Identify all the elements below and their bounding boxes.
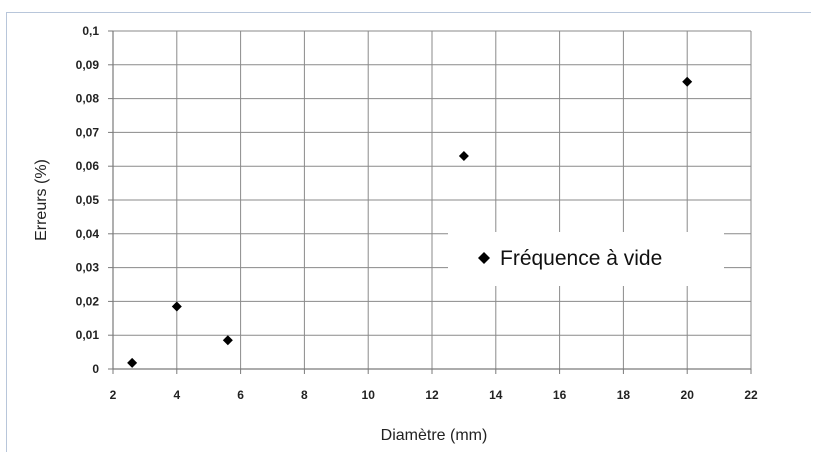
y-tick-label: 0,07 (76, 125, 100, 139)
legend-box (448, 232, 724, 286)
y-tick-label: 0,02 (76, 294, 100, 308)
data-point (127, 357, 138, 368)
legend-label: Fréquence à vide (500, 247, 662, 270)
x-tick-label: 14 (489, 388, 503, 402)
y-tick-label: 0,05 (76, 193, 100, 207)
legend: Fréquence à vide (448, 232, 724, 286)
x-tick-label: 4 (173, 388, 180, 402)
y-tick-label: 0,1 (82, 24, 99, 38)
chart-frame (6, 12, 811, 452)
data-point (222, 335, 233, 346)
x-tick-label: 10 (362, 388, 376, 402)
x-tick-labels: 2 4 6 8 10 12 14 16 18 20 22 (110, 388, 758, 402)
y-tick-labels: 0 0,01 0,02 0,03 0,04 0,05 0,06 0,07 0,08 0,09 0,1 (76, 24, 100, 376)
y-tick-label: 0,04 (76, 227, 100, 241)
y-tick-label: 0,09 (76, 58, 100, 72)
legend-marker-diamond-icon (478, 252, 490, 264)
x-tick-label: 16 (553, 388, 567, 402)
axes (108, 30, 752, 374)
y-tick-label: 0,01 (76, 328, 100, 342)
data-point (171, 301, 182, 312)
x-tick-label: 18 (617, 388, 631, 402)
x-axis-title: Diamètre (mm) (381, 427, 488, 444)
x-tick-label: 6 (237, 388, 244, 402)
y-tick-label: 0,06 (76, 159, 100, 173)
grid-lines (112, 30, 752, 370)
x-tick-label: 22 (744, 388, 758, 402)
y-tick-label: 0 (92, 362, 99, 376)
data-point (458, 151, 469, 162)
x-tick-label: 8 (301, 388, 308, 402)
y-axis-title: Erreurs (%) (33, 159, 50, 241)
y-tick-label: 0,08 (76, 92, 100, 106)
x-tick-label: 2 (110, 388, 117, 402)
x-tick-label: 12 (425, 388, 439, 402)
data-points (127, 76, 693, 368)
y-tick-label: 0,03 (76, 261, 100, 275)
data-point (682, 76, 693, 87)
x-tick-label: 20 (681, 388, 695, 402)
